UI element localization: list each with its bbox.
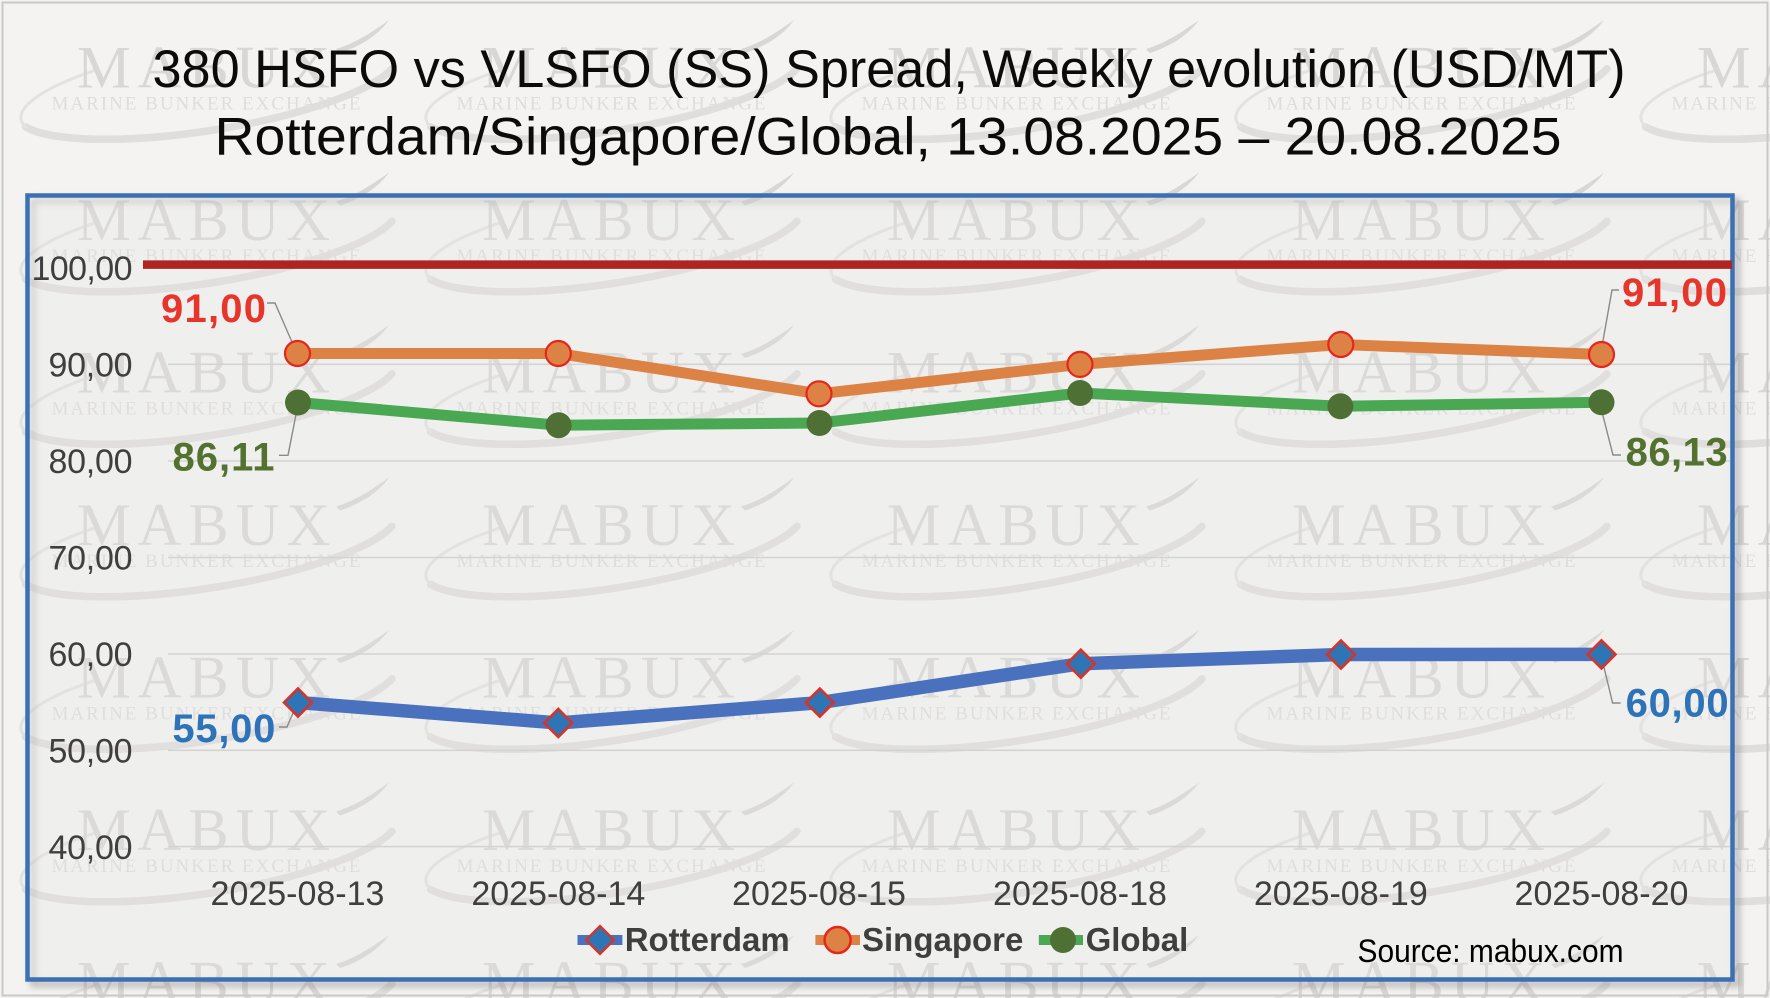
svg-text:Rotterdam: Rotterdam [625, 921, 790, 958]
svg-text:2025-08-13: 2025-08-13 [211, 875, 385, 913]
svg-text:2025-08-19: 2025-08-19 [1254, 875, 1428, 913]
svg-text:2025-08-15: 2025-08-15 [732, 875, 906, 913]
svg-text:Source: mabux.com: Source: mabux.com [1358, 933, 1624, 969]
svg-text:60,00: 60,00 [1626, 682, 1729, 726]
svg-text:Singapore: Singapore [862, 921, 1023, 958]
svg-text:50,00: 50,00 [49, 733, 133, 771]
svg-text:2025-08-18: 2025-08-18 [993, 875, 1167, 913]
svg-text:380 HSFO vs VLSFO (SS) Spread,: 380 HSFO vs VLSFO (SS) Spread, Weekly ev… [153, 40, 1626, 99]
svg-text:Rotterdam/Singapore/Global, 13: Rotterdam/Singapore/Global, 13.08.2025 –… [215, 108, 1562, 167]
svg-text:91,00: 91,00 [1622, 271, 1727, 315]
svg-text:60,00: 60,00 [49, 636, 133, 674]
svg-text:80,00: 80,00 [49, 443, 133, 481]
svg-text:90,00: 90,00 [49, 347, 133, 385]
svg-text:70,00: 70,00 [49, 540, 133, 578]
svg-text:100,00: 100,00 [32, 250, 133, 288]
svg-text:86,13: 86,13 [1626, 431, 1728, 475]
svg-text:Global: Global [1086, 921, 1189, 958]
svg-text:86,11: 86,11 [173, 436, 275, 480]
svg-text:2025-08-14: 2025-08-14 [471, 875, 645, 913]
svg-text:55,00: 55,00 [172, 707, 275, 751]
svg-text:40,00: 40,00 [49, 829, 133, 867]
svg-text:2025-08-20: 2025-08-20 [1515, 875, 1689, 913]
svg-text:91,00: 91,00 [161, 287, 266, 331]
